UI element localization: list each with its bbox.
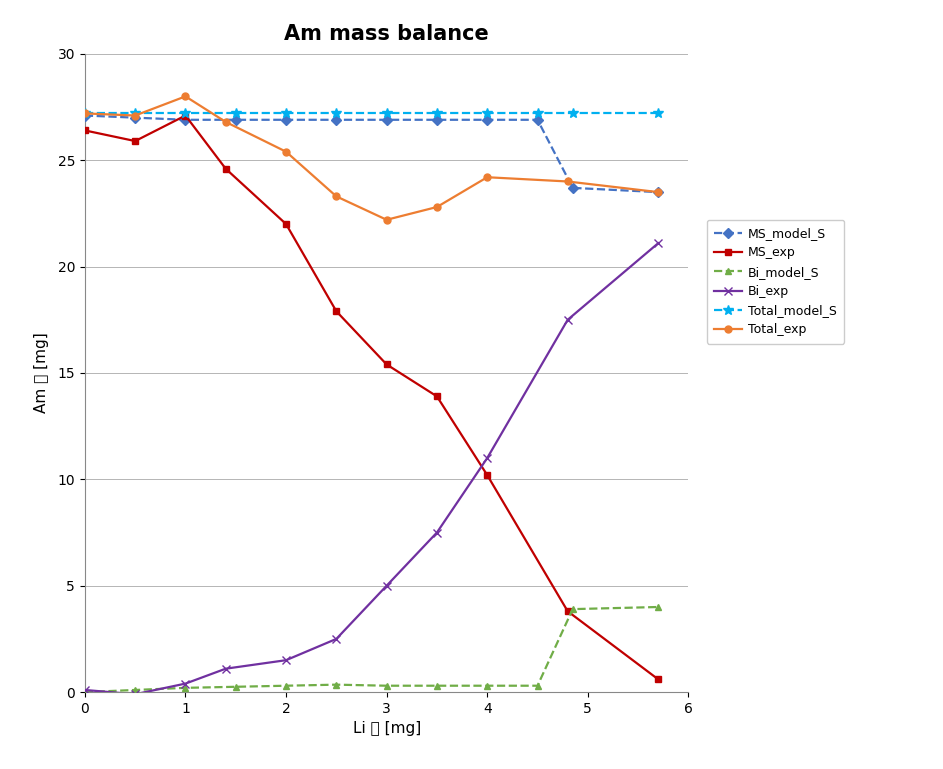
Bi_model_S <box>129 685 141 694</box>
Line: Total_exp: Total_exp <box>81 93 662 223</box>
Total_model_S <box>280 108 291 118</box>
MS_exp <box>79 126 91 135</box>
Bi_model_S <box>431 681 442 691</box>
MS_model_S <box>79 111 91 120</box>
Bi_exp <box>79 685 91 694</box>
Total_exp <box>129 111 141 120</box>
MS_exp <box>129 136 141 145</box>
MS_model_S <box>280 115 291 125</box>
X-axis label: Li 양 [mg]: Li 양 [mg] <box>353 721 421 737</box>
Bi_exp <box>562 315 573 325</box>
Total_model_S <box>180 108 191 118</box>
Line: Bi_exp: Bi_exp <box>81 239 662 698</box>
Total_exp <box>431 202 442 211</box>
Bi_exp <box>331 634 342 644</box>
MS_exp <box>562 607 573 616</box>
Bi_model_S <box>381 681 392 691</box>
MS_model_S <box>653 188 664 197</box>
Bi_model_S <box>482 681 493 691</box>
Bi_exp <box>220 664 231 674</box>
Total_model_S <box>653 108 664 118</box>
Bi_model_S <box>532 681 543 691</box>
Bi_model_S <box>180 683 191 692</box>
Total_model_S <box>431 108 442 118</box>
MS_model_S <box>180 115 191 125</box>
MS_exp <box>381 360 392 369</box>
MS_model_S <box>381 115 392 125</box>
Line: MS_model_S: MS_model_S <box>81 112 662 195</box>
Bi_model_S <box>331 680 342 689</box>
MS_model_S <box>482 115 493 125</box>
Bi_exp <box>653 238 664 248</box>
MS_exp <box>653 674 664 684</box>
Total_model_S <box>482 108 493 118</box>
Bi_model_S <box>567 604 578 614</box>
MS_exp <box>280 219 291 228</box>
Total_exp <box>180 92 191 101</box>
Total_model_S <box>381 108 392 118</box>
Legend: MS_model_S, MS_exp, Bi_model_S, Bi_exp, Total_model_S, Total_exp: MS_model_S, MS_exp, Bi_model_S, Bi_exp, … <box>706 220 844 344</box>
Total_exp <box>562 177 573 186</box>
Bi_exp <box>431 528 442 537</box>
MS_model_S <box>567 183 578 192</box>
Bi_exp <box>180 679 191 688</box>
Total_exp <box>220 118 231 127</box>
MS_model_S <box>129 113 141 122</box>
Total_exp <box>653 188 664 197</box>
Total_model_S <box>129 108 141 118</box>
Total_model_S <box>331 108 342 118</box>
Title: Am mass balance: Am mass balance <box>284 24 489 44</box>
Total_exp <box>381 215 392 225</box>
MS_exp <box>482 471 493 480</box>
Line: MS_exp: MS_exp <box>81 112 662 683</box>
Bi_model_S <box>653 602 664 611</box>
Bi_model_S <box>79 687 91 697</box>
Total_model_S <box>567 108 578 118</box>
MS_model_S <box>431 115 442 125</box>
Line: Total_model_S: Total_model_S <box>80 108 663 118</box>
Line: Bi_model_S: Bi_model_S <box>81 604 662 696</box>
Total_model_S <box>79 108 91 118</box>
Total_exp <box>79 108 91 118</box>
Bi_exp <box>129 690 141 699</box>
Total_model_S <box>230 108 241 118</box>
Bi_model_S <box>280 681 291 691</box>
Total_exp <box>482 172 493 181</box>
Bi_exp <box>482 454 493 463</box>
Total_exp <box>331 191 342 201</box>
MS_exp <box>220 164 231 173</box>
MS_model_S <box>331 115 342 125</box>
MS_model_S <box>230 115 241 125</box>
Y-axis label: Am 양 [mg]: Am 양 [mg] <box>34 332 49 414</box>
Total_model_S <box>532 108 543 118</box>
Bi_exp <box>381 581 392 591</box>
Bi_model_S <box>230 682 241 691</box>
MS_exp <box>180 111 191 120</box>
Bi_exp <box>280 655 291 664</box>
MS_exp <box>431 391 442 401</box>
Total_exp <box>280 147 291 156</box>
MS_exp <box>331 307 342 316</box>
MS_model_S <box>532 115 543 125</box>
